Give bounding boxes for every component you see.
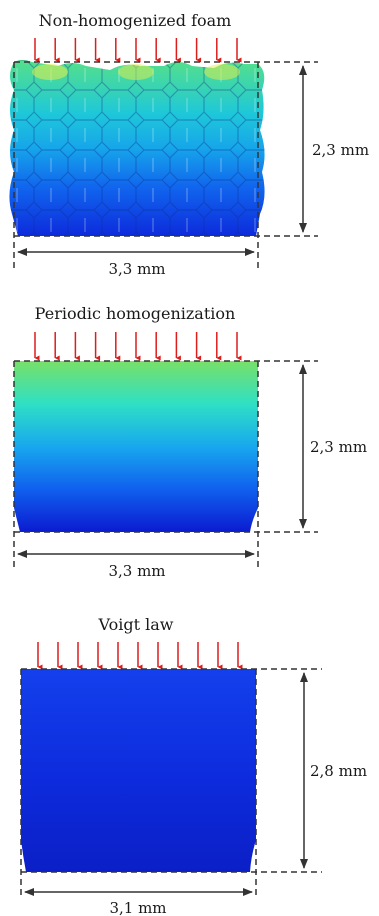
stress-hotspot bbox=[32, 64, 68, 80]
panel-title: Non-homogenized foam bbox=[39, 11, 232, 30]
height-label: 2,8 mm bbox=[310, 762, 367, 780]
homogenized-body bbox=[14, 361, 258, 532]
height-label: 2,3 mm bbox=[310, 438, 367, 456]
panel-title: Periodic homogenization bbox=[35, 304, 236, 323]
panel-voigt-law: Voigt law 2,8 mm 3,1 mm bbox=[20, 615, 367, 916]
panel-periodic-homogenization: Periodic homogenization 2,3 mm 3,3 mm bbox=[13, 304, 367, 580]
dashed-outline bbox=[13, 360, 318, 568]
stress-hotspot bbox=[204, 64, 240, 80]
width-label: 3,1 mm bbox=[109, 899, 166, 916]
panel-title: Voigt law bbox=[98, 615, 174, 634]
load-arrows bbox=[34, 332, 242, 361]
load-arrows bbox=[37, 642, 243, 670]
panel-non-homogenized: Non-homogenized foam 2,3 mm 3,3 mm bbox=[9, 11, 369, 278]
dashed-outline bbox=[13, 61, 318, 268]
width-label: 3,3 mm bbox=[108, 260, 165, 278]
height-label: 2,3 mm bbox=[312, 141, 369, 159]
stress-hotspot bbox=[118, 64, 154, 80]
load-arrows bbox=[34, 38, 242, 63]
foam-body bbox=[9, 60, 265, 236]
dashed-outline bbox=[20, 668, 322, 898]
width-label: 3,3 mm bbox=[108, 562, 165, 580]
homogenized-body bbox=[21, 669, 256, 872]
